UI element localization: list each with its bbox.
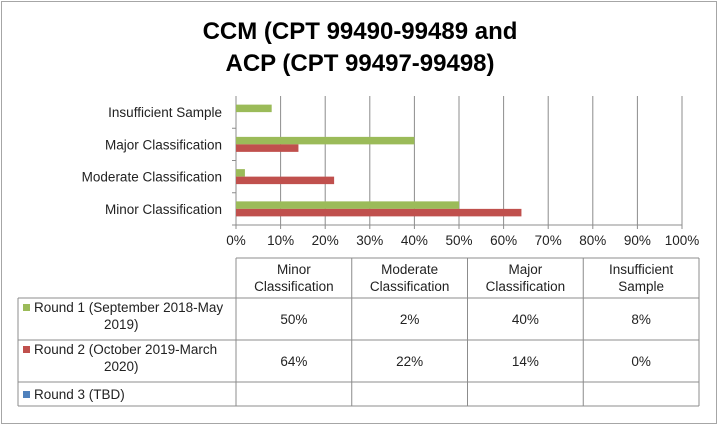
bar xyxy=(236,144,299,152)
x-tick-label: 70% xyxy=(535,233,562,248)
table-header: Sample xyxy=(618,279,664,294)
table-header: Moderate xyxy=(381,262,438,277)
legend-label: Round 2 (October 2019-March xyxy=(34,342,217,357)
x-tick-label: 100% xyxy=(665,233,700,248)
x-tick-label: 40% xyxy=(401,233,428,248)
table-header: Classification xyxy=(486,279,566,294)
x-tick-label: 20% xyxy=(312,233,339,248)
bar xyxy=(236,176,335,185)
table-cell: 40% xyxy=(512,312,539,327)
table-header: Classification xyxy=(254,279,334,294)
y-tick-label: Major Classification xyxy=(105,137,222,152)
x-tick-label: 0% xyxy=(226,233,246,248)
legend-label: 2019) xyxy=(104,317,139,332)
x-tick-label: 90% xyxy=(624,233,651,248)
legend-key xyxy=(23,391,30,398)
table-cell: 8% xyxy=(631,312,651,327)
x-tick-label: 50% xyxy=(445,233,472,248)
x-tick-label: 60% xyxy=(490,233,517,248)
legend-label: 2020) xyxy=(104,359,139,374)
table-cell: 64% xyxy=(280,354,307,369)
x-tick-label: 10% xyxy=(267,233,294,248)
y-tick-label: Moderate Classification xyxy=(82,170,222,185)
legend-key xyxy=(23,346,30,353)
legend-label: Round 3 (TBD) xyxy=(34,387,125,402)
y-tick-label: Insufficient Sample xyxy=(108,105,222,120)
table-cell: 50% xyxy=(280,312,307,327)
bar xyxy=(236,201,459,209)
legend-label: Round 1 (September 2018-May xyxy=(34,300,223,315)
chart-title-line-2: ACP (CPT 99497-99498) xyxy=(225,50,495,77)
x-tick-label: 80% xyxy=(579,233,606,248)
table-header: Insufficient xyxy=(609,262,674,277)
table-cell: 22% xyxy=(396,354,423,369)
bar xyxy=(236,104,272,113)
table-cell: 0% xyxy=(631,354,651,369)
table-header: Major xyxy=(508,262,542,277)
table-cell: 14% xyxy=(512,354,539,369)
bar xyxy=(236,136,415,145)
table-cell: 2% xyxy=(400,312,420,327)
table-header: Minor xyxy=(277,262,311,277)
y-tick-label: Minor Classification xyxy=(105,202,222,217)
chart-title-line-1: CCM (CPT 99490-99489 and xyxy=(202,18,518,45)
bar xyxy=(236,169,245,177)
table-header: Classification xyxy=(370,279,450,294)
x-tick-label: 30% xyxy=(356,233,383,248)
bar xyxy=(236,208,522,217)
legend-key xyxy=(23,304,30,311)
